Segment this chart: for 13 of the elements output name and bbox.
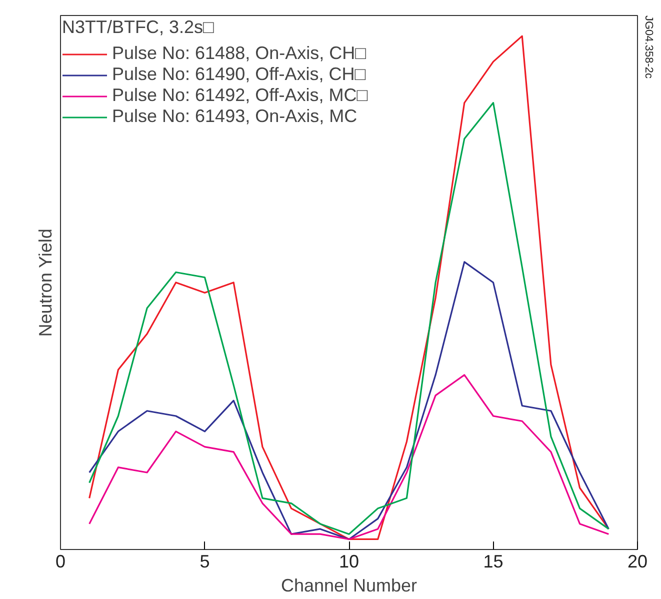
legend-title: N3TT/BTFC, 3.2s□ xyxy=(62,17,215,38)
x-tick-label: 0 xyxy=(55,552,66,572)
legend-label: Pulse No: 61488, On-Axis, CH□ xyxy=(112,43,366,64)
x-axis-title: Channel Number xyxy=(280,576,418,596)
text: JG04.358-2c xyxy=(642,16,654,79)
y-axis-title: Neutron Yield xyxy=(36,228,56,337)
legend-label: Pulse No: 61490, Off-Axis, CH□ xyxy=(112,64,366,85)
x-tick-label: 5 xyxy=(200,552,210,572)
legend-label: Pulse No: 61493, On-Axis, MC xyxy=(112,106,358,127)
legend-label: Pulse No: 61492, Off-Axis, MC□ xyxy=(112,85,368,106)
x-tick-label: 10 xyxy=(338,552,360,572)
x-tick-label: 15 xyxy=(483,552,504,572)
x-tick-label: 20 xyxy=(627,552,648,572)
